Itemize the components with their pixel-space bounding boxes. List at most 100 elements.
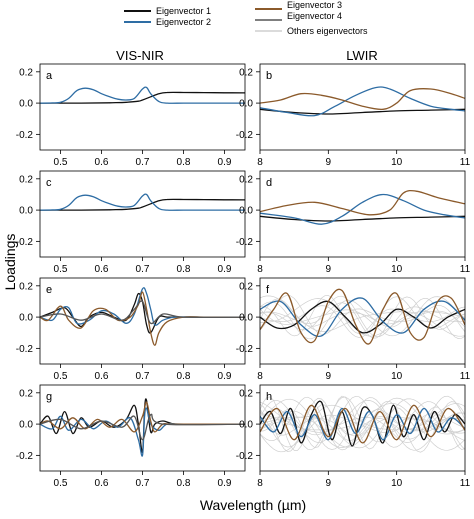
series-line-eigenvector-1 [40,292,245,334]
y-tick-label: 0.0 [239,420,253,431]
series-line-eigenvector-4 [40,300,245,325]
y-tick-label: 0.2 [19,67,33,78]
others-eigenvector-line [260,396,465,451]
series-line-eigenvector-2 [40,287,245,326]
y-tick-label: 0.2 [239,174,253,185]
series-line-eigenvector-2 [40,193,245,211]
y-tick-label: -0.2 [16,130,34,141]
x-tick-label: 9 [326,371,332,382]
legend-label-others: Others eigenvectors [287,26,368,36]
y-axis-label: Loadings [2,234,18,291]
series-line-eigenvector-1 [40,91,245,104]
y-tick-label: -0.2 [16,344,34,355]
others-eigenvector-line [260,296,465,337]
others-eigenvector-line [260,395,465,450]
x-tick-label: 0.5 [54,264,68,275]
series-line-eigenvector-2 [40,407,245,457]
panel-e-plot-area [40,287,245,346]
panel-a-plot-area [40,86,245,104]
x-tick-label: 0.5 [54,157,68,168]
others-eigenvector-line [260,397,465,452]
x-tick-label: 11 [460,264,471,275]
x-tick-label: 11 [460,157,471,168]
panel-letter-c: c [46,177,52,189]
y-tick-label: 0.0 [19,313,33,324]
series-line-eigenvector-1 [40,398,245,453]
x-tick-label: 8 [257,371,263,382]
x-tick-label: 0.8 [177,264,191,275]
column-title-lwir: LWIR [346,48,378,63]
panel-a: -0.2 0.0 0.2 0.5 0.6 0.7 0.8 0.9 a [16,63,246,168]
series-line-eigenvector-1 [260,108,465,115]
x-tick-label: 0.9 [218,157,232,168]
panel-a-frame [39,63,246,151]
panel-letter-d: d [266,177,272,189]
series-line-eigenvector-3 [40,401,245,433]
others-eigenvector-line [260,295,465,337]
x-tick-label: 11 [460,371,471,382]
y-tick-label: -0.2 [236,130,254,141]
x-tick-label: 10 [391,157,403,168]
x-tick-label: 0.8 [177,157,191,168]
x-tick-label: 0.7 [136,264,150,275]
series-line-eigenvector-2 [260,297,465,338]
x-tick-label: 0.6 [95,478,109,489]
x-tick-label: 11 [460,478,471,489]
y-tick-label: -0.2 [236,451,254,462]
x-tick-label: 10 [391,264,403,275]
panel-b-frame [259,63,466,151]
series-line-eigenvector-1 [40,198,245,211]
panel-letter-f: f [266,284,270,296]
y-tick-label: 0.0 [19,206,33,217]
y-tick-label: -0.2 [236,237,254,248]
legend-label-ev2: Eigenvector 2 [156,17,211,27]
panel-f-plot-area [260,288,465,345]
others-eigenvector-line [260,401,465,450]
panel-e: -0.2 0.0 0.2 0.5 0.6 0.7 0.8 0.9 e [16,277,246,382]
y-tick-label: 0.2 [19,281,33,292]
series-line-eigenvector-3 [260,404,465,444]
series-line-eigenvector-2 [260,193,465,225]
x-tick-label: 0.5 [54,371,68,382]
y-tick-label: 0.0 [239,206,253,217]
series-line-eigenvector-1 [260,215,465,222]
others-eigenvector-line [260,294,465,335]
series-line-eigenvector-3 [260,88,465,111]
panel-b: -0.2 0.0 0.2 8 9 10 11 b [236,63,471,168]
series-line-eigenvector-4 [40,413,245,441]
x-tick-label: 9 [326,478,332,489]
series-line-eigenvector-2 [40,86,245,104]
panel-h-plot-area [260,395,465,453]
panels: -0.2 0.0 0.2 0.5 0.6 0.7 0.8 0.9 a -0.2 0.0 0.2 8 9 10… [16,63,471,489]
series-line-eigenvector-3 [260,189,465,216]
y-tick-label: 0.0 [239,99,253,110]
panel-g-plot-area [40,398,245,457]
panel-d-plot-area [260,189,465,225]
x-tick-label: 10 [391,371,403,382]
legend-label-ev3: Eigenvector 3 [287,0,342,10]
y-tick-label: 0.2 [239,388,253,399]
panel-letter-a: a [46,70,53,82]
panel-e-frame [39,277,246,365]
panel-d-frame [259,170,466,258]
panel-h: -0.2 0.0 0.2 8 9 10 11 h [236,384,471,489]
y-tick-label: -0.2 [16,237,34,248]
x-tick-label: 0.5 [54,478,68,489]
x-tick-label: 0.7 [136,371,150,382]
y-tick-label: -0.2 [16,451,34,462]
series-line-eigenvector-1 [260,300,465,334]
x-tick-label: 0.8 [177,371,191,382]
panel-letter-e: e [46,284,52,296]
panel-letter-h: h [266,391,272,403]
x-axis-label: Wavelength (µm) [200,497,306,513]
x-tick-label: 8 [257,264,263,275]
x-tick-label: 8 [257,478,263,489]
panel-c-plot-area [40,193,245,211]
panel-f-frame [259,277,466,365]
panel-c: -0.2 0.0 0.2 0.5 0.6 0.7 0.8 0.9 c [16,170,246,275]
series-line-eigenvector-2 [260,86,465,117]
y-tick-label: 0.0 [19,99,33,110]
x-tick-label: 0.7 [136,157,150,168]
y-tick-label: 0.0 [19,420,33,431]
series-line-eigenvector-1 [260,400,465,447]
